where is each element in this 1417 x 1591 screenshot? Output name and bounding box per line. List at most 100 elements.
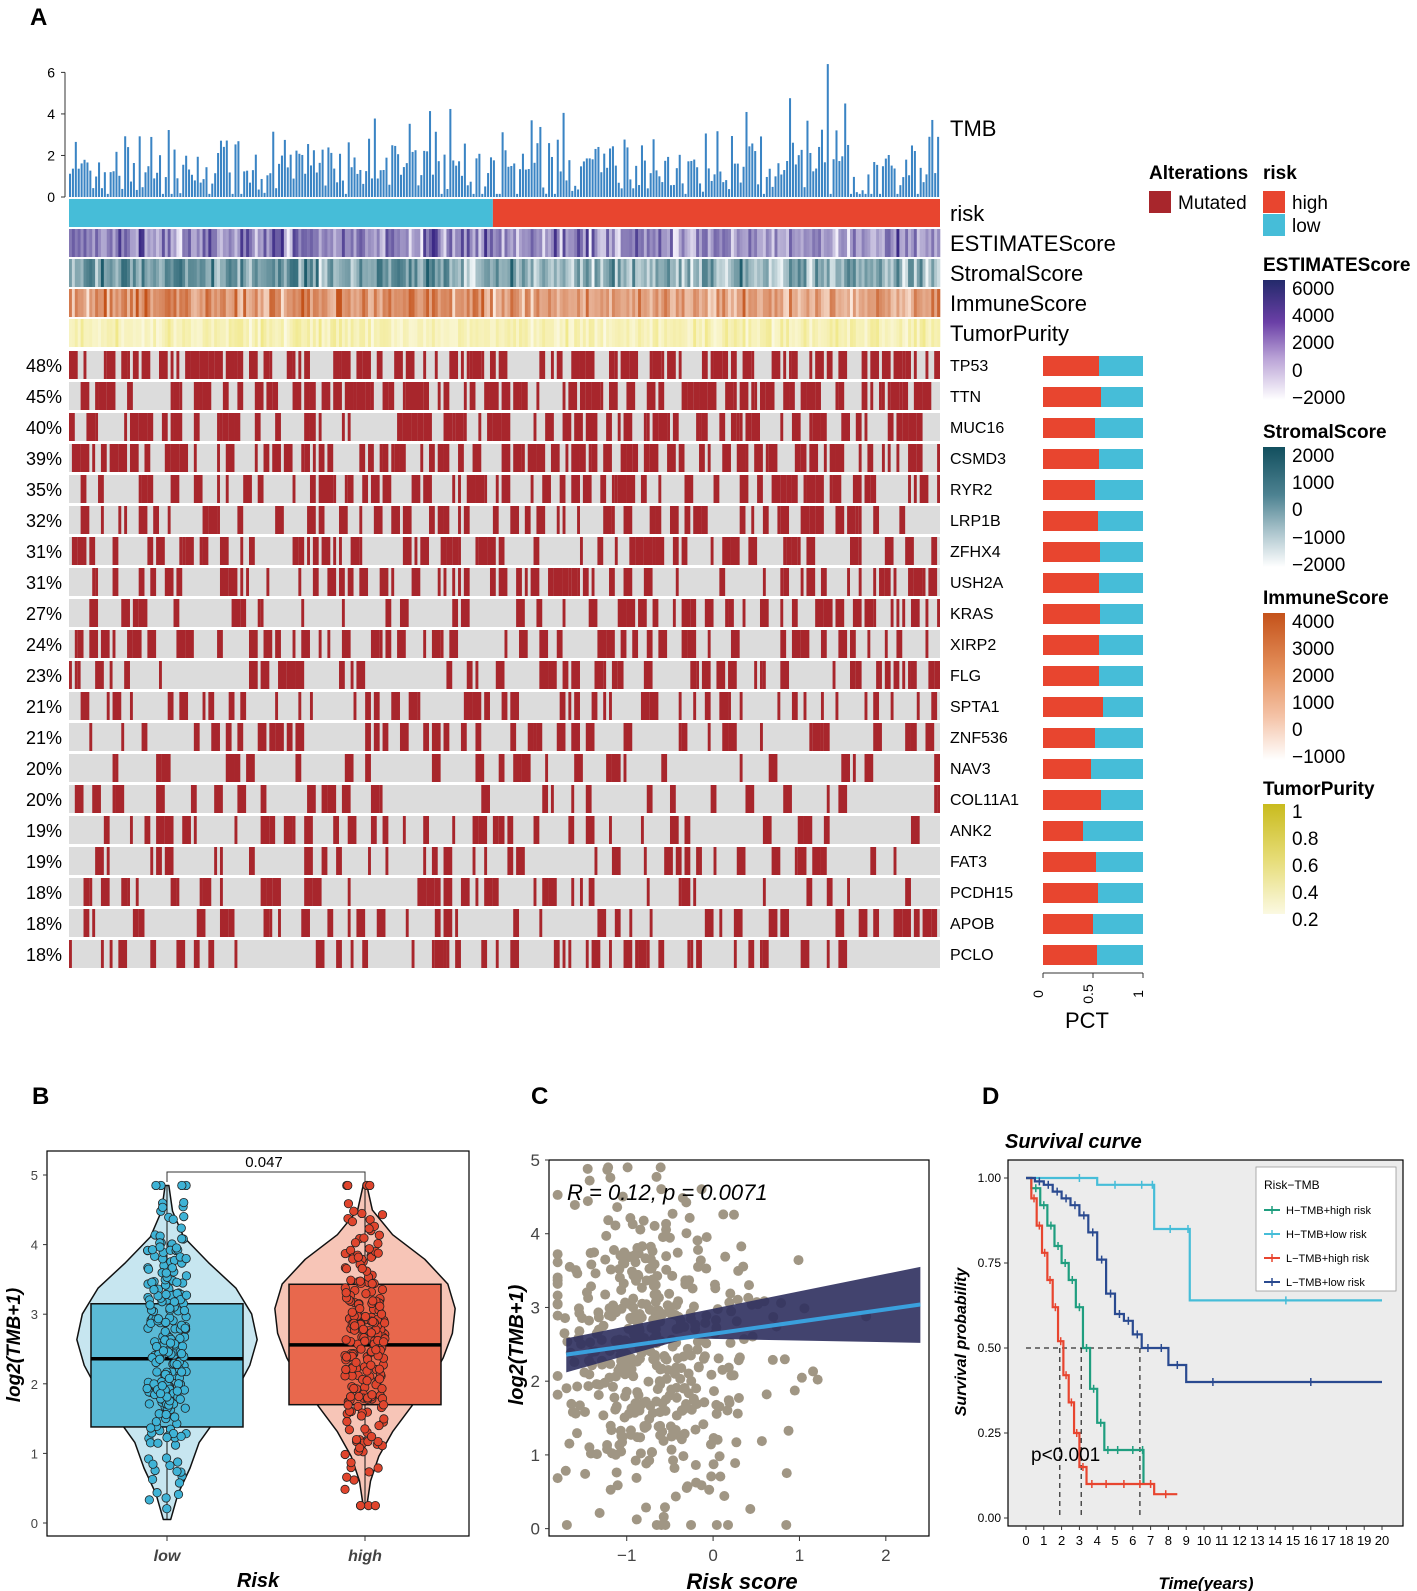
score-cell	[829, 259, 833, 287]
c-point	[744, 1280, 755, 1291]
tmb-bar	[373, 118, 376, 197]
c-point	[572, 1268, 583, 1279]
mutation-cell	[83, 878, 90, 906]
score-cell	[275, 319, 279, 347]
mutation-cell	[890, 692, 894, 720]
score-cell	[937, 259, 941, 287]
mutation-cell	[228, 692, 235, 720]
mutation-cell	[150, 940, 157, 968]
score-cell	[887, 319, 891, 347]
score-cell	[611, 259, 616, 287]
score-cell	[585, 319, 589, 347]
score-cell	[286, 289, 290, 317]
mutation-cell	[722, 537, 731, 565]
score-cell	[519, 289, 523, 317]
mutation-cell	[585, 413, 595, 441]
score-cell	[440, 229, 444, 257]
tmb-bar	[539, 126, 542, 197]
mutation-cell	[112, 785, 116, 813]
mutation-cell	[571, 878, 575, 906]
mutation-cell	[815, 475, 824, 503]
score-cell	[437, 289, 441, 317]
mutation-cell	[324, 475, 334, 503]
score-cell	[667, 289, 671, 317]
score-cell	[440, 259, 444, 287]
c-point	[634, 1405, 645, 1416]
mutation-cell	[304, 444, 310, 472]
legend-alterations: Alterations Mutated risk high low	[1149, 163, 1328, 237]
score-cell	[336, 289, 340, 317]
estimate-track-label: ESTIMATEScore	[950, 231, 1116, 256]
mutation-cell	[585, 351, 595, 379]
score-cell	[629, 259, 633, 287]
score-cell	[684, 229, 688, 257]
score-cell	[669, 319, 674, 347]
score-cell	[397, 319, 401, 347]
score-cell	[176, 229, 180, 257]
mutation-cell	[556, 630, 563, 658]
score-cell	[704, 229, 709, 257]
score-cell	[368, 319, 372, 347]
mutation-cell	[127, 351, 130, 379]
mutation-cell	[141, 351, 151, 379]
score-cell	[225, 319, 229, 347]
score-cell	[678, 319, 682, 347]
score-cell	[481, 319, 485, 347]
mutation-cell	[455, 940, 461, 968]
tmb-bar	[173, 149, 176, 197]
score-cell	[652, 229, 656, 257]
mutation-cell	[217, 630, 223, 658]
score-cell	[472, 319, 476, 347]
tmb-bar	[269, 173, 272, 197]
mutation-cell	[585, 816, 595, 844]
score-cell	[127, 319, 131, 347]
tmb-bar	[370, 178, 373, 197]
score-cell	[449, 229, 453, 257]
mutation-cell	[902, 351, 906, 379]
mutation-cell	[411, 413, 418, 441]
mutation-cell	[74, 630, 78, 658]
c-point	[618, 1354, 629, 1365]
score-cell	[234, 289, 238, 317]
mutation-cell	[481, 351, 485, 379]
mutation-cell	[925, 599, 929, 627]
score-cell	[353, 289, 357, 317]
mutation-cell	[571, 475, 580, 503]
score-cell	[397, 229, 401, 257]
tmb-bar	[510, 165, 513, 197]
score-cell	[556, 289, 560, 317]
score-cell	[475, 289, 479, 317]
mutation-cell	[815, 382, 821, 410]
score-cell	[931, 229, 935, 257]
score-cell	[417, 289, 421, 317]
score-cell	[185, 229, 189, 257]
score-cell	[495, 289, 499, 317]
score-cell	[928, 259, 932, 287]
tmb-bar	[783, 170, 786, 197]
pct-bar-low	[1091, 759, 1143, 779]
tmb-bar	[455, 165, 458, 197]
score-cell	[469, 259, 473, 287]
score-cell	[913, 319, 918, 347]
mutation-cell	[887, 444, 891, 472]
mutation-cell	[249, 630, 258, 658]
score-cell	[849, 319, 854, 347]
score-cell	[823, 229, 828, 257]
score-cell	[632, 289, 636, 317]
tmb-bar	[759, 136, 763, 197]
score-cell	[548, 289, 552, 317]
mutation-cell	[739, 413, 743, 441]
mutation-cell	[832, 475, 842, 503]
score-cell	[150, 319, 154, 347]
tmb-bar	[353, 157, 356, 197]
score-cell	[80, 319, 84, 347]
score-cell	[100, 289, 105, 317]
mutation-cell	[495, 661, 505, 689]
mutation-cell	[835, 382, 839, 410]
score-cell	[399, 259, 404, 287]
mutation-cell	[69, 661, 72, 689]
c-point	[713, 1353, 724, 1364]
mutation-cell	[870, 847, 877, 875]
mutation-cell	[501, 444, 505, 472]
